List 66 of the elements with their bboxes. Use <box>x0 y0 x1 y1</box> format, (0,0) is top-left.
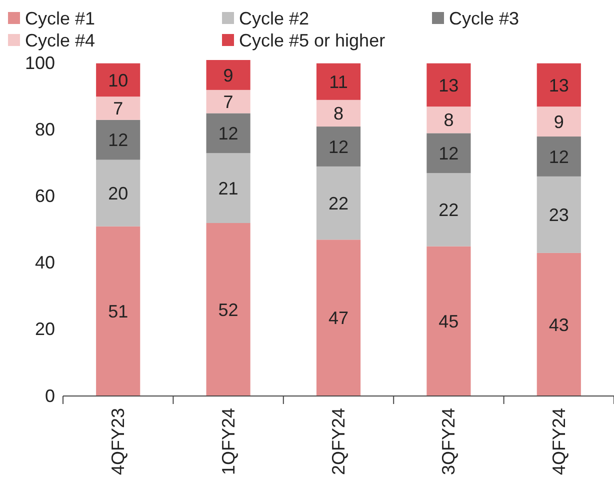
bar <box>426 133 471 174</box>
data-label: 45 <box>438 311 459 332</box>
data-label: 7 <box>113 98 124 119</box>
bar <box>96 96 140 120</box>
bar <box>426 106 471 134</box>
bar <box>536 106 581 137</box>
y-tick-label: 100 <box>24 53 55 74</box>
bar <box>426 246 471 396</box>
y-tick-label: 60 <box>34 186 55 206</box>
bar <box>96 120 140 160</box>
data-label: 20 <box>108 183 128 204</box>
bar <box>426 173 471 246</box>
data-label: 8 <box>333 104 344 124</box>
data-label: 21 <box>218 178 238 198</box>
data-label: 12 <box>108 130 128 150</box>
bar <box>96 63 140 97</box>
bar <box>316 240 361 396</box>
data-label: 12 <box>438 143 459 164</box>
data-label: 10 <box>108 70 128 90</box>
legend-label: Cycle #3 <box>449 8 520 28</box>
bar <box>206 153 250 224</box>
x-tick-label: 3QFY24 <box>438 408 459 476</box>
y-tick-label: 20 <box>34 319 55 340</box>
bar <box>316 63 361 100</box>
data-label: 23 <box>548 204 569 225</box>
legend-label: Cycle #4 <box>25 30 96 50</box>
data-label: 7 <box>223 92 234 112</box>
data-label: 9 <box>223 65 234 86</box>
x-tick-label: 4QFY23 <box>108 408 128 476</box>
data-label: 52 <box>218 300 238 320</box>
data-label: 22 <box>438 200 459 220</box>
bar <box>206 113 250 154</box>
data-label: 11 <box>329 72 348 92</box>
data-label: 13 <box>438 75 459 96</box>
bar <box>536 252 581 396</box>
data-label: 43 <box>548 314 569 335</box>
data-label: 22 <box>328 193 349 214</box>
data-label: 47 <box>328 308 349 328</box>
bar <box>536 136 581 176</box>
bar <box>316 166 361 240</box>
data-label: 12 <box>328 136 349 157</box>
data-label: 51 <box>108 301 128 322</box>
legend-label: Cycle #1 <box>25 8 96 28</box>
y-tick-label: 0 <box>44 386 55 406</box>
x-tick-label: 4QFY24 <box>548 408 569 476</box>
x-tick-label: 2QFY24 <box>328 408 348 476</box>
legend-label: Cycle #2 <box>239 8 310 28</box>
data-label: 12 <box>218 123 238 144</box>
bar <box>536 63 581 107</box>
bar <box>206 60 250 90</box>
bar <box>206 90 250 114</box>
bar <box>316 126 361 166</box>
bar <box>96 226 140 396</box>
data-label: 8 <box>444 110 454 130</box>
bar <box>206 223 250 396</box>
bar <box>426 63 471 107</box>
bar <box>316 100 361 127</box>
bar <box>96 160 140 226</box>
bar <box>536 176 581 253</box>
data-label: 13 <box>548 75 569 96</box>
y-tick-label: 80 <box>34 120 55 140</box>
y-tick-label: 40 <box>34 252 55 273</box>
data-label: 9 <box>554 112 564 132</box>
x-tick-label: 1QFY24 <box>218 408 238 476</box>
legend-label: Cycle #5 or higher <box>239 30 386 50</box>
data-label: 12 <box>548 146 569 167</box>
